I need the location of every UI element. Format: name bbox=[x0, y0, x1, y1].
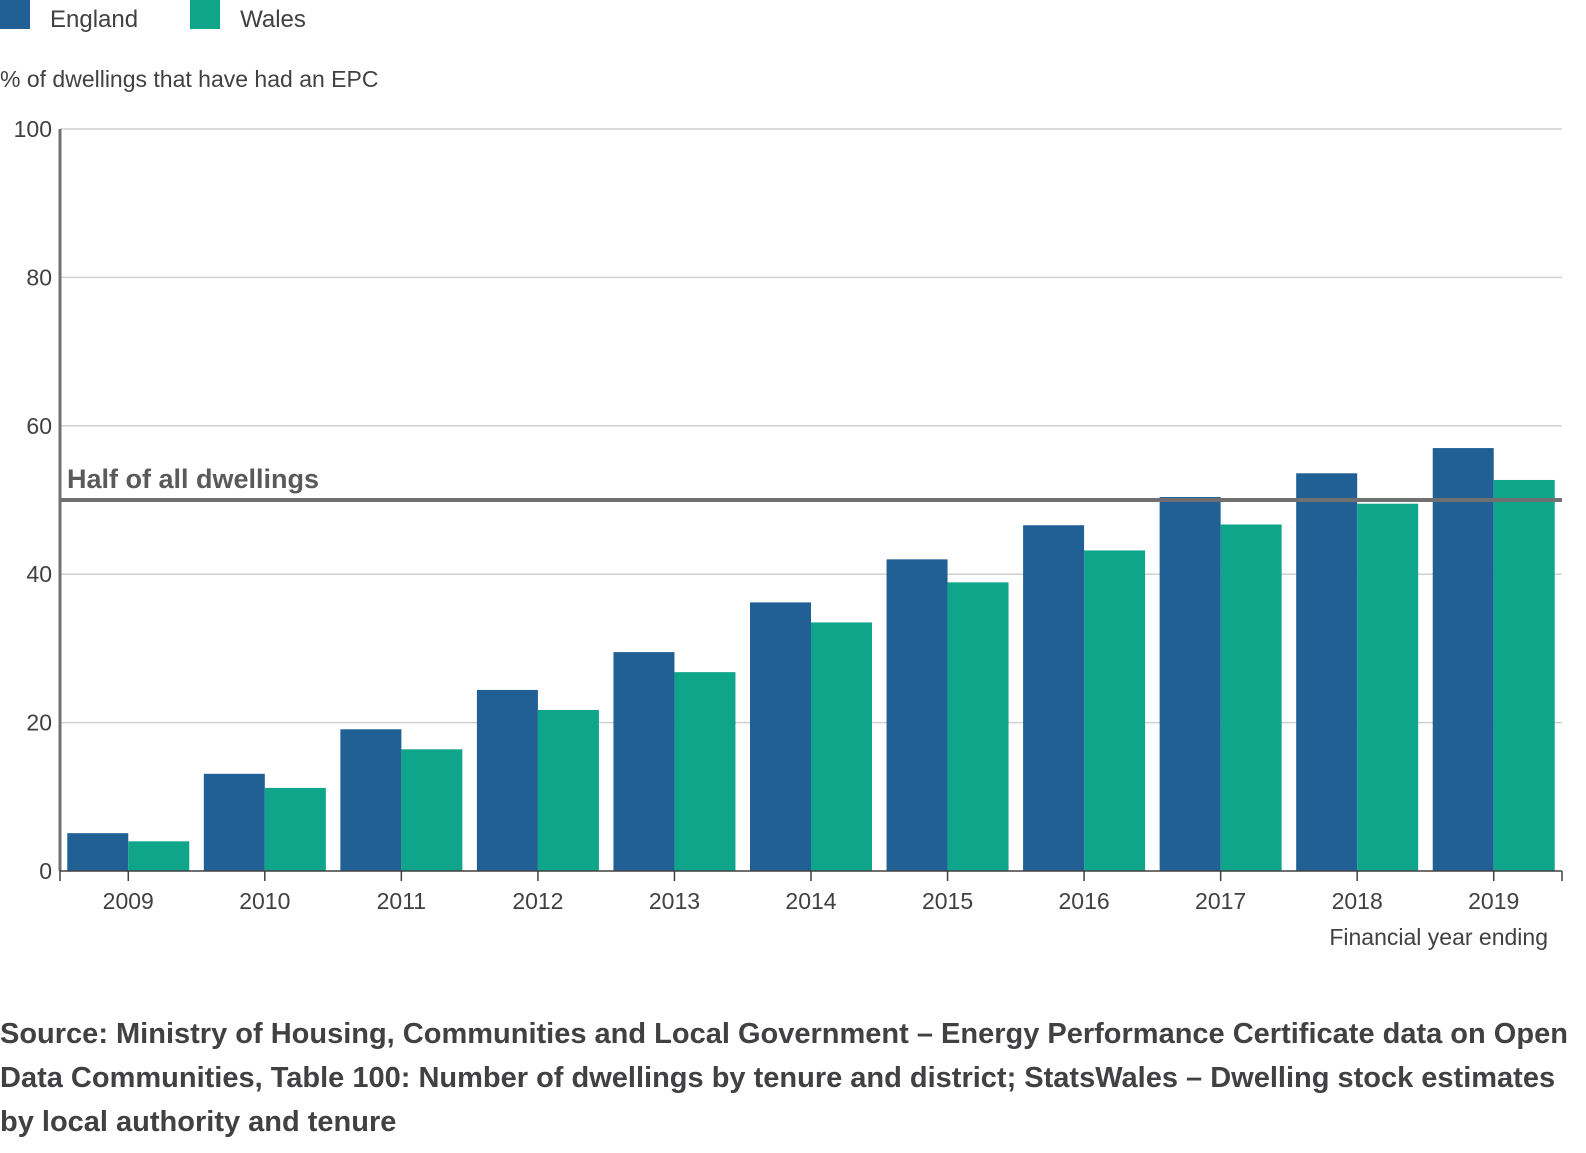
legend: England Wales bbox=[0, 0, 358, 40]
reference-line-group: Half of all dwellings bbox=[60, 464, 1562, 502]
bar-england-2019 bbox=[1432, 448, 1494, 871]
x-tick-label-2016: 2016 bbox=[1059, 888, 1110, 914]
bar-wales-2011 bbox=[401, 749, 463, 871]
bar-wales-2019 bbox=[1493, 479, 1555, 871]
bar-wales-2018 bbox=[1357, 503, 1419, 871]
bar-wales-2013 bbox=[674, 672, 736, 871]
bar-england-2011 bbox=[340, 729, 402, 871]
bar-england-2010 bbox=[203, 773, 265, 871]
bar-wales-2015 bbox=[947, 582, 1009, 871]
reference-line-label: Half of all dwellings bbox=[67, 464, 319, 494]
bar-england-2013 bbox=[613, 652, 675, 871]
bar-england-2009 bbox=[67, 833, 129, 871]
bar-wales-2014 bbox=[811, 622, 872, 871]
bar-england-2014 bbox=[750, 602, 811, 871]
y-tick-label: 100 bbox=[14, 116, 52, 142]
bar-england-2015 bbox=[886, 559, 948, 871]
y-tick-label: 20 bbox=[26, 710, 52, 736]
x-tick-label-2012: 2012 bbox=[512, 888, 563, 914]
x-tick-label-2015: 2015 bbox=[922, 888, 973, 914]
legend-item-england: England bbox=[0, 0, 138, 32]
bar-wales-2010 bbox=[264, 787, 326, 871]
y-axis-label: % of dwellings that have had an EPC bbox=[0, 66, 379, 92]
x-tick-label-2010: 2010 bbox=[239, 888, 290, 914]
bar-england-2017 bbox=[1159, 497, 1221, 871]
source-note: Source: Ministry of Housing, Communities… bbox=[0, 1018, 1568, 1138]
bar-england-2012 bbox=[476, 689, 538, 871]
tick-labels: 0 20 40 60 80 100 2009 2010 2011 2012 2013 2014 2015… bbox=[14, 116, 1548, 950]
x-tick-label-2018: 2018 bbox=[1332, 888, 1383, 914]
legend-label-england: England bbox=[50, 6, 139, 33]
legend-swatch-wales bbox=[190, 0, 221, 29]
y-tick-label: 0 bbox=[39, 858, 52, 884]
bars bbox=[67, 448, 1555, 871]
x-tick-label-2011: 2011 bbox=[377, 888, 426, 914]
bar-wales-2009 bbox=[128, 841, 190, 871]
x-axis-label: Financial year ending bbox=[1329, 924, 1548, 950]
bar-chart: Half of all dwellings 0 20 40 60 80 100 2009 20… bbox=[14, 116, 1563, 950]
y-tick-label: 40 bbox=[26, 561, 52, 587]
axes bbox=[58, 129, 1563, 881]
x-tick-label-2013: 2013 bbox=[649, 888, 700, 914]
legend-swatch-england bbox=[0, 0, 30, 29]
x-tick-label-2009: 2009 bbox=[103, 888, 154, 914]
y-tick-label: 60 bbox=[26, 413, 52, 439]
y-tick-label: 80 bbox=[26, 264, 52, 290]
legend-label-wales: Wales bbox=[240, 6, 306, 33]
bar-england-2016 bbox=[1023, 525, 1085, 871]
legend-item-wales: Wales bbox=[190, 0, 306, 32]
x-tick-label-2019: 2019 bbox=[1468, 888, 1519, 914]
x-tick-label-2014: 2014 bbox=[785, 888, 836, 914]
bar-wales-2012 bbox=[537, 709, 599, 871]
bar-wales-2017 bbox=[1220, 524, 1282, 871]
bar-england-2018 bbox=[1296, 473, 1358, 871]
x-tick-label-2017: 2017 bbox=[1195, 888, 1246, 914]
bar-wales-2016 bbox=[1084, 550, 1146, 871]
